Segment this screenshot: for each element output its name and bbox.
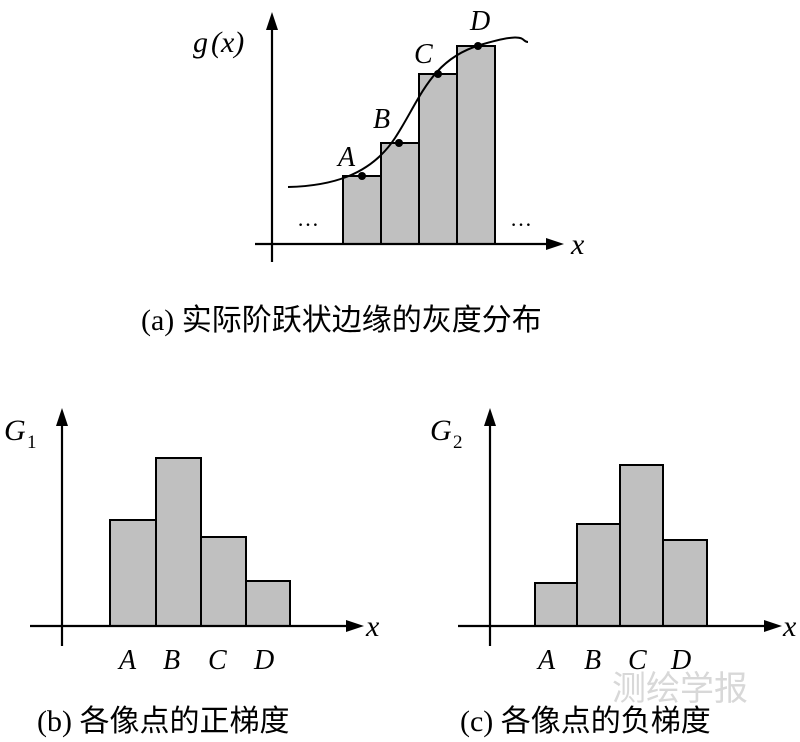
y-axis-label-a-g: g — [193, 26, 208, 59]
y-axis-label-a-arg: (x) — [211, 26, 244, 59]
x-axis-label-c: x — [782, 610, 797, 643]
watermark: 测绘学报 — [612, 669, 748, 709]
bar-c-D — [662, 539, 708, 627]
tick-label-c-A: A — [536, 645, 556, 676]
x-axis-arrow-b — [346, 620, 364, 632]
y-axis-arrow-c — [484, 408, 496, 426]
point-A — [358, 172, 366, 180]
point-label-B: B — [373, 104, 390, 135]
y-axis-arrow-b — [56, 408, 68, 426]
y-axis-subscript-c: 2 — [453, 432, 463, 453]
point-label-D: D — [469, 6, 490, 37]
x-axis-arrow-c — [764, 620, 782, 632]
panel-b: G 1 x A B C D (b) 各像点的正梯度 — [4, 408, 380, 738]
caption-b: (b) 各像点的正梯度 — [37, 705, 289, 738]
y-axis-label-c: G — [430, 414, 452, 447]
y-axis-arrow-a — [266, 12, 278, 30]
x-axis-label-a: x — [570, 228, 585, 261]
tick-label-b-D: D — [253, 645, 274, 676]
point-B — [395, 139, 403, 147]
bar-c-C — [619, 464, 664, 627]
bar-a-A — [342, 175, 382, 245]
bar-a-D — [456, 45, 496, 245]
point-D — [474, 42, 482, 50]
tick-label-c-B: B — [584, 645, 601, 676]
bar-b-C — [200, 536, 247, 627]
bar-a-C — [418, 73, 458, 245]
tick-label-b-C: C — [208, 645, 227, 676]
caption-c: (c) 各像点的负梯度 — [460, 705, 711, 738]
caption-a: (a) 实际阶跃状边缘的灰度分布 — [141, 304, 542, 337]
y-axis-subscript-b: 1 — [27, 432, 37, 453]
point-label-C: C — [414, 39, 433, 70]
x-axis-label-b: x — [365, 610, 380, 643]
x-axis-arrow-a — [546, 238, 564, 250]
ellipsis-left: … — [297, 206, 319, 231]
ellipsis-right: … — [510, 206, 532, 231]
bar-b-D — [245, 580, 291, 627]
panel-c: G 2 x A B C D (c) 各像点的负梯度 — [430, 408, 797, 738]
bar-b-A — [109, 519, 157, 627]
gray-level-curve — [287, 36, 529, 188]
bar-c-A — [534, 582, 578, 627]
point-C — [434, 70, 442, 78]
bar-a-B — [380, 142, 420, 245]
tick-label-c-C: C — [628, 645, 647, 676]
tick-label-c-D: D — [670, 645, 691, 676]
tick-label-b-B: B — [163, 645, 180, 676]
panel-a: g (x) x A B C D … … (a) 实际阶跃状边缘的灰度分布 — [141, 6, 585, 337]
bar-b-B — [155, 457, 202, 627]
y-axis-label-b: G — [4, 414, 26, 447]
bar-c-B — [576, 523, 621, 627]
point-label-A: A — [336, 142, 356, 173]
tick-label-b-A: A — [117, 645, 137, 676]
